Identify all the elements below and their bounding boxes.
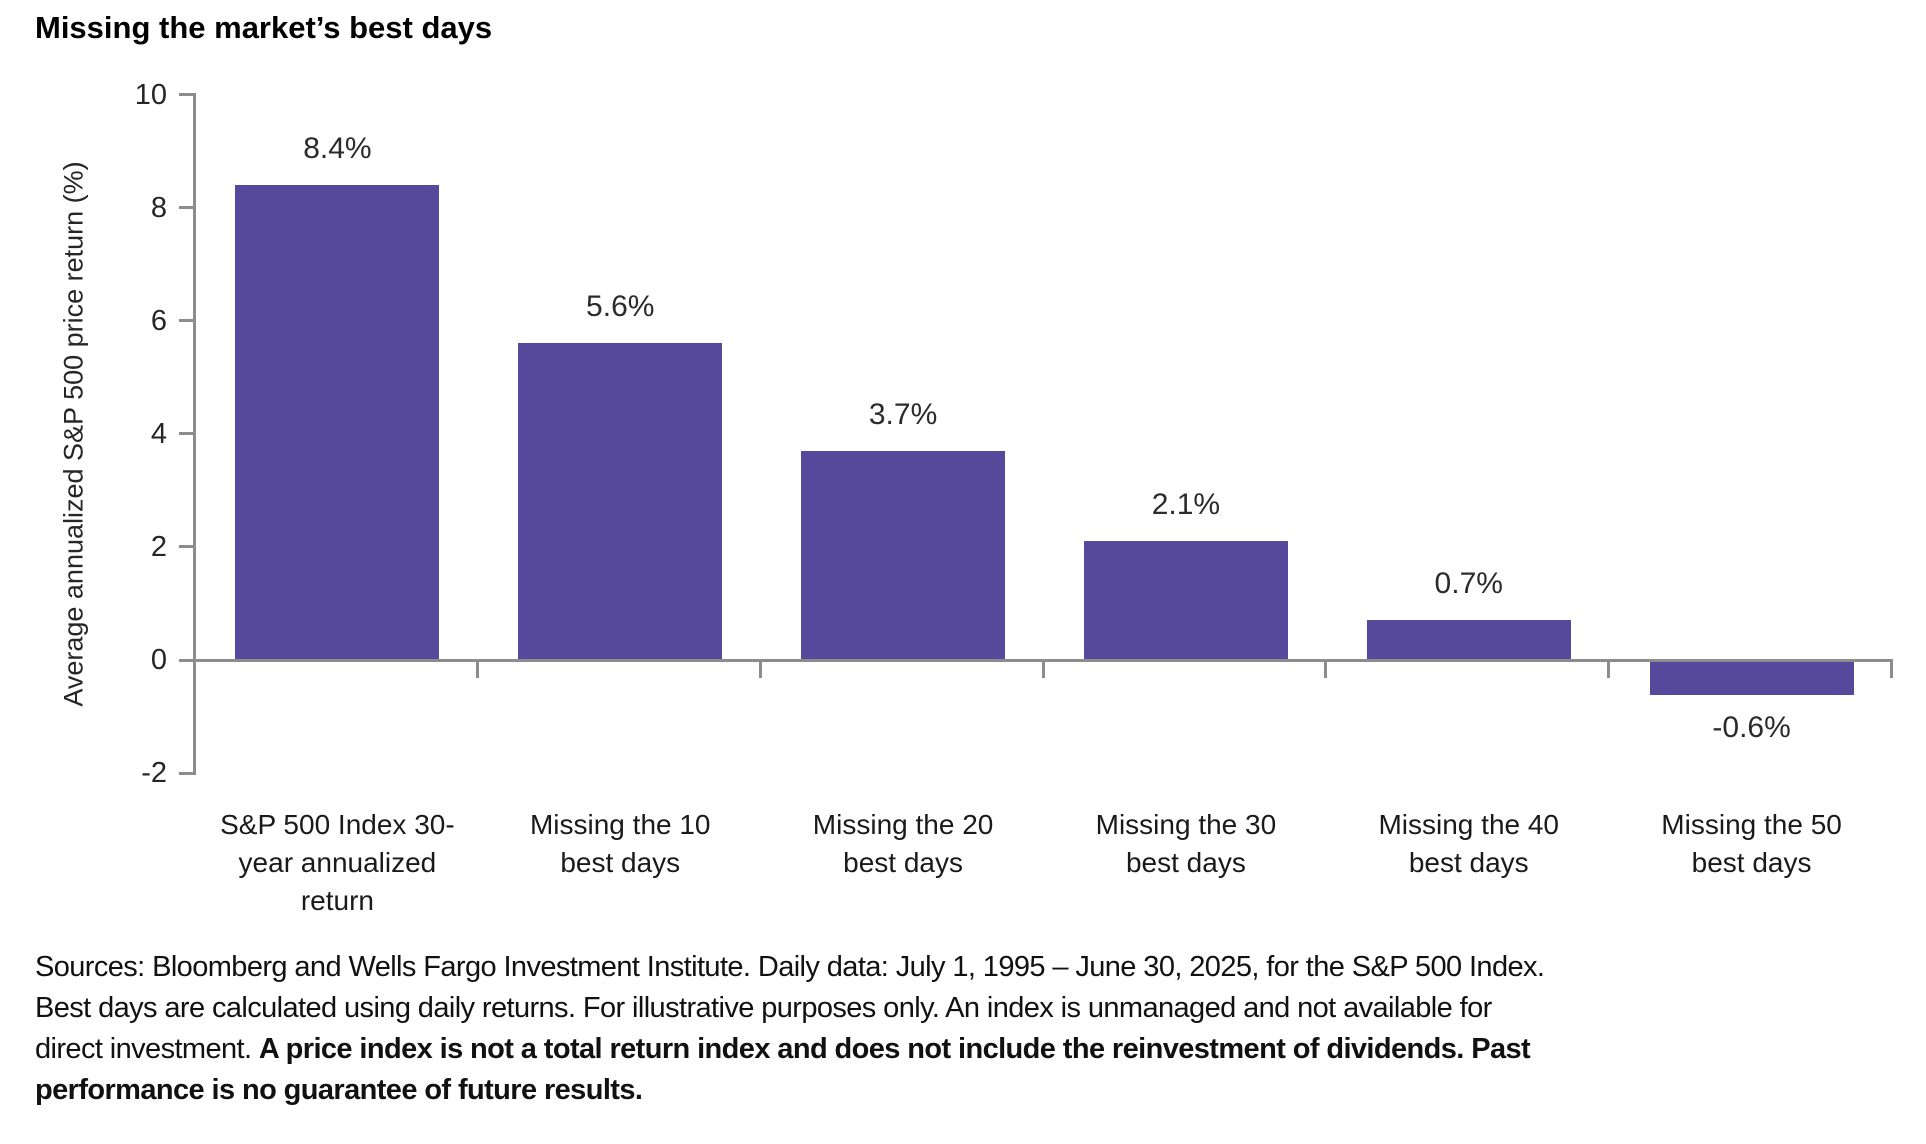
x-axis-boundary-tick: [475, 661, 479, 678]
bar-value-label: 2.1%: [1151, 488, 1221, 522]
y-axis-tick-label: 4: [150, 417, 167, 450]
x-axis-boundary-tick: [758, 661, 762, 678]
bar-value-label: 8.4%: [303, 131, 372, 165]
y-axis-tick-label: -2: [141, 757, 167, 790]
bar-value-label: 3.7%: [868, 397, 938, 431]
source-note-bold: A price index is not a total return inde…: [35, 1033, 1531, 1106]
y-axis-tick-label: 2: [150, 530, 167, 563]
x-category-label: Missing the 30 best days: [1095, 809, 1277, 878]
x-category-label: Missing the 20 best days: [812, 809, 994, 878]
chart-title: Missing the market’s best days: [35, 10, 493, 45]
y-axis-tick: [179, 93, 193, 96]
bar: [235, 184, 440, 660]
source-note: Sources: Bloomberg and Wells Fargo Inves…: [35, 947, 1555, 1111]
x-axis-boundary-tick: [1607, 661, 1611, 678]
y-axis-tick-label: 6: [150, 304, 167, 337]
y-axis-tick: [179, 319, 193, 323]
x-category-label: Missing the 50 best days: [1661, 809, 1842, 878]
x-category-label: S&P 500 Index 30- year annualized return: [220, 809, 455, 916]
bar-value-label: -0.6%: [1712, 710, 1791, 744]
x-category-label: Missing the 40 best days: [1378, 809, 1560, 878]
bar-value-label: 0.7%: [1434, 567, 1503, 601]
x-axis-boundary-tick: [1324, 661, 1328, 678]
x-axis-line: [193, 658, 1893, 662]
bar: [1083, 541, 1288, 660]
y-axis-tick: [179, 658, 193, 662]
y-axis-tick: [179, 206, 193, 210]
y-axis-tick-label: 8: [150, 191, 167, 224]
source-note-regular: Sources: Bloomberg and Wells Fargo Inves…: [35, 951, 1545, 1065]
bar: [1649, 661, 1854, 696]
bar: [518, 343, 723, 660]
bar: [801, 450, 1006, 660]
x-category-label: Missing the 10 best days: [529, 809, 711, 878]
y-axis-line: [193, 93, 196, 775]
y-axis-tick-label: 10: [134, 78, 167, 111]
x-axis-boundary-tick: [1890, 661, 1893, 678]
y-axis-tick-label: 0: [150, 644, 167, 676]
y-axis-tick: [179, 545, 193, 549]
bar-value-label: 5.6%: [586, 290, 655, 324]
bar: [1366, 620, 1571, 660]
y-axis-tick: [179, 771, 193, 775]
x-axis-boundary-tick: [1041, 661, 1045, 678]
y-axis-tick: [179, 432, 193, 436]
